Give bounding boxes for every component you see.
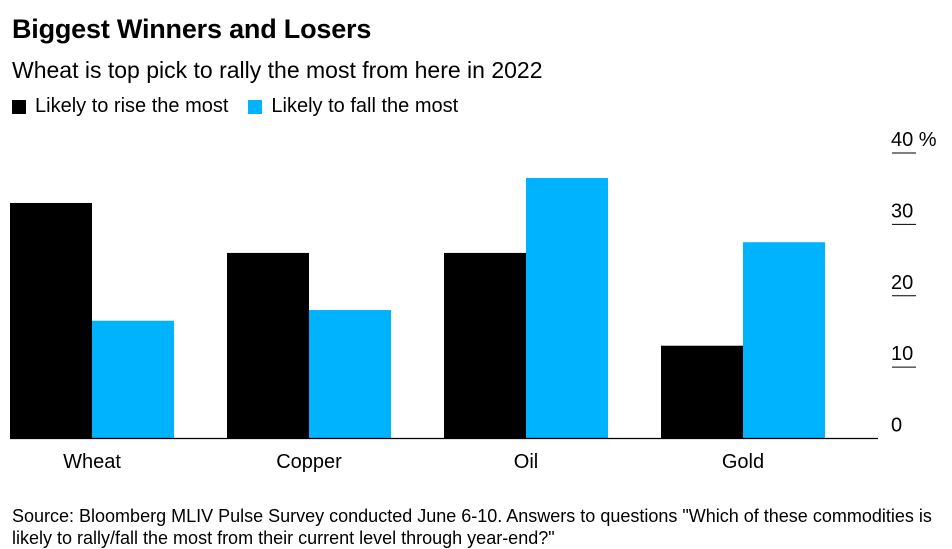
bar-oil-rise bbox=[444, 252, 526, 439]
bar-copper-fall bbox=[309, 310, 391, 439]
chart-title: Biggest Winners and Losers bbox=[12, 14, 372, 44]
legend-item-rise: Likely to rise the most bbox=[12, 95, 228, 118]
legend-swatch-rise bbox=[12, 99, 26, 114]
y-tick-label-40: 40 % bbox=[891, 129, 937, 151]
bar-gold-rise bbox=[661, 345, 743, 439]
legend-label-fall: Likely to fall the most bbox=[271, 95, 459, 117]
chart-legend: Likely to rise the most Likely to fall t… bbox=[12, 95, 478, 118]
source-note: Source: Bloomberg MLIV Pulse Survey cond… bbox=[12, 506, 932, 548]
y-tick-label-0: 0 bbox=[891, 415, 902, 437]
x-tick-label-oil: Oil bbox=[514, 451, 538, 473]
bar-copper-rise bbox=[227, 252, 309, 439]
y-tick-label-20: 20 bbox=[891, 272, 913, 294]
legend-swatch-fall bbox=[248, 99, 263, 114]
bar-chart: Wheat Copper Oil Gold 0 10 20 30 40 % bbox=[10, 129, 937, 473]
y-tick-label-30: 30 bbox=[891, 200, 913, 222]
legend-label-rise: Likely to rise the most bbox=[35, 95, 229, 117]
x-tick-label-gold: Gold bbox=[722, 451, 764, 473]
x-tick-label-copper: Copper bbox=[276, 451, 342, 473]
chart-subtitle: Wheat is top pick to rally the most from… bbox=[12, 57, 543, 83]
bar-oil-fall bbox=[526, 177, 608, 439]
legend-item-fall: Likely to fall the most bbox=[248, 95, 458, 118]
y-tick-label-10: 10 bbox=[891, 343, 913, 365]
bar-gold-fall bbox=[743, 242, 825, 439]
bar-wheat-fall bbox=[92, 320, 174, 439]
bar-wheat-rise bbox=[10, 202, 92, 439]
x-tick-label-wheat: Wheat bbox=[63, 451, 121, 473]
